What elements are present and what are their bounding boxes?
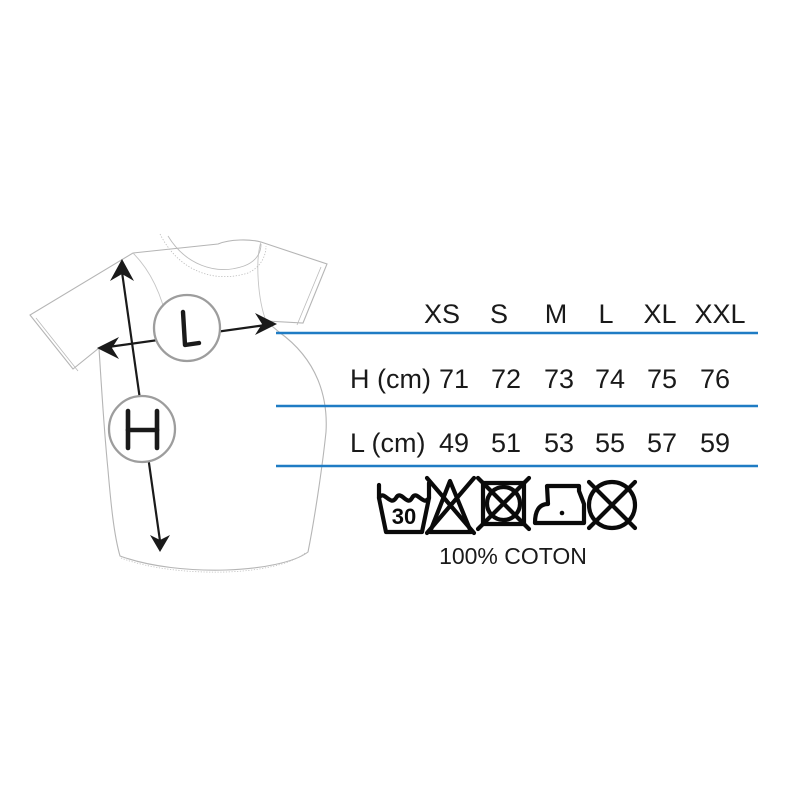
- svg-text:L: L: [598, 299, 613, 329]
- svg-text:100% COTON: 100% COTON: [439, 543, 587, 569]
- svg-text:71: 71: [439, 364, 469, 394]
- svg-text:30: 30: [392, 504, 416, 529]
- svg-text:53: 53: [544, 428, 574, 458]
- svg-text:XXL: XXL: [694, 299, 745, 329]
- svg-text:M: M: [545, 299, 568, 329]
- svg-text:76: 76: [700, 364, 730, 394]
- svg-text:57: 57: [647, 428, 677, 458]
- svg-text:49: 49: [439, 428, 469, 458]
- svg-text:XL: XL: [643, 299, 676, 329]
- svg-text:51: 51: [491, 428, 521, 458]
- svg-text:75: 75: [647, 364, 677, 394]
- svg-text:55: 55: [595, 428, 625, 458]
- svg-text:L (cm): L (cm): [350, 428, 426, 458]
- svg-text:74: 74: [595, 364, 625, 394]
- svg-text:59: 59: [700, 428, 730, 458]
- svg-text:H (cm): H (cm): [350, 364, 431, 394]
- svg-text:72: 72: [491, 364, 521, 394]
- svg-text:S: S: [490, 299, 508, 329]
- svg-text:XS: XS: [424, 299, 460, 329]
- svg-text:73: 73: [544, 364, 574, 394]
